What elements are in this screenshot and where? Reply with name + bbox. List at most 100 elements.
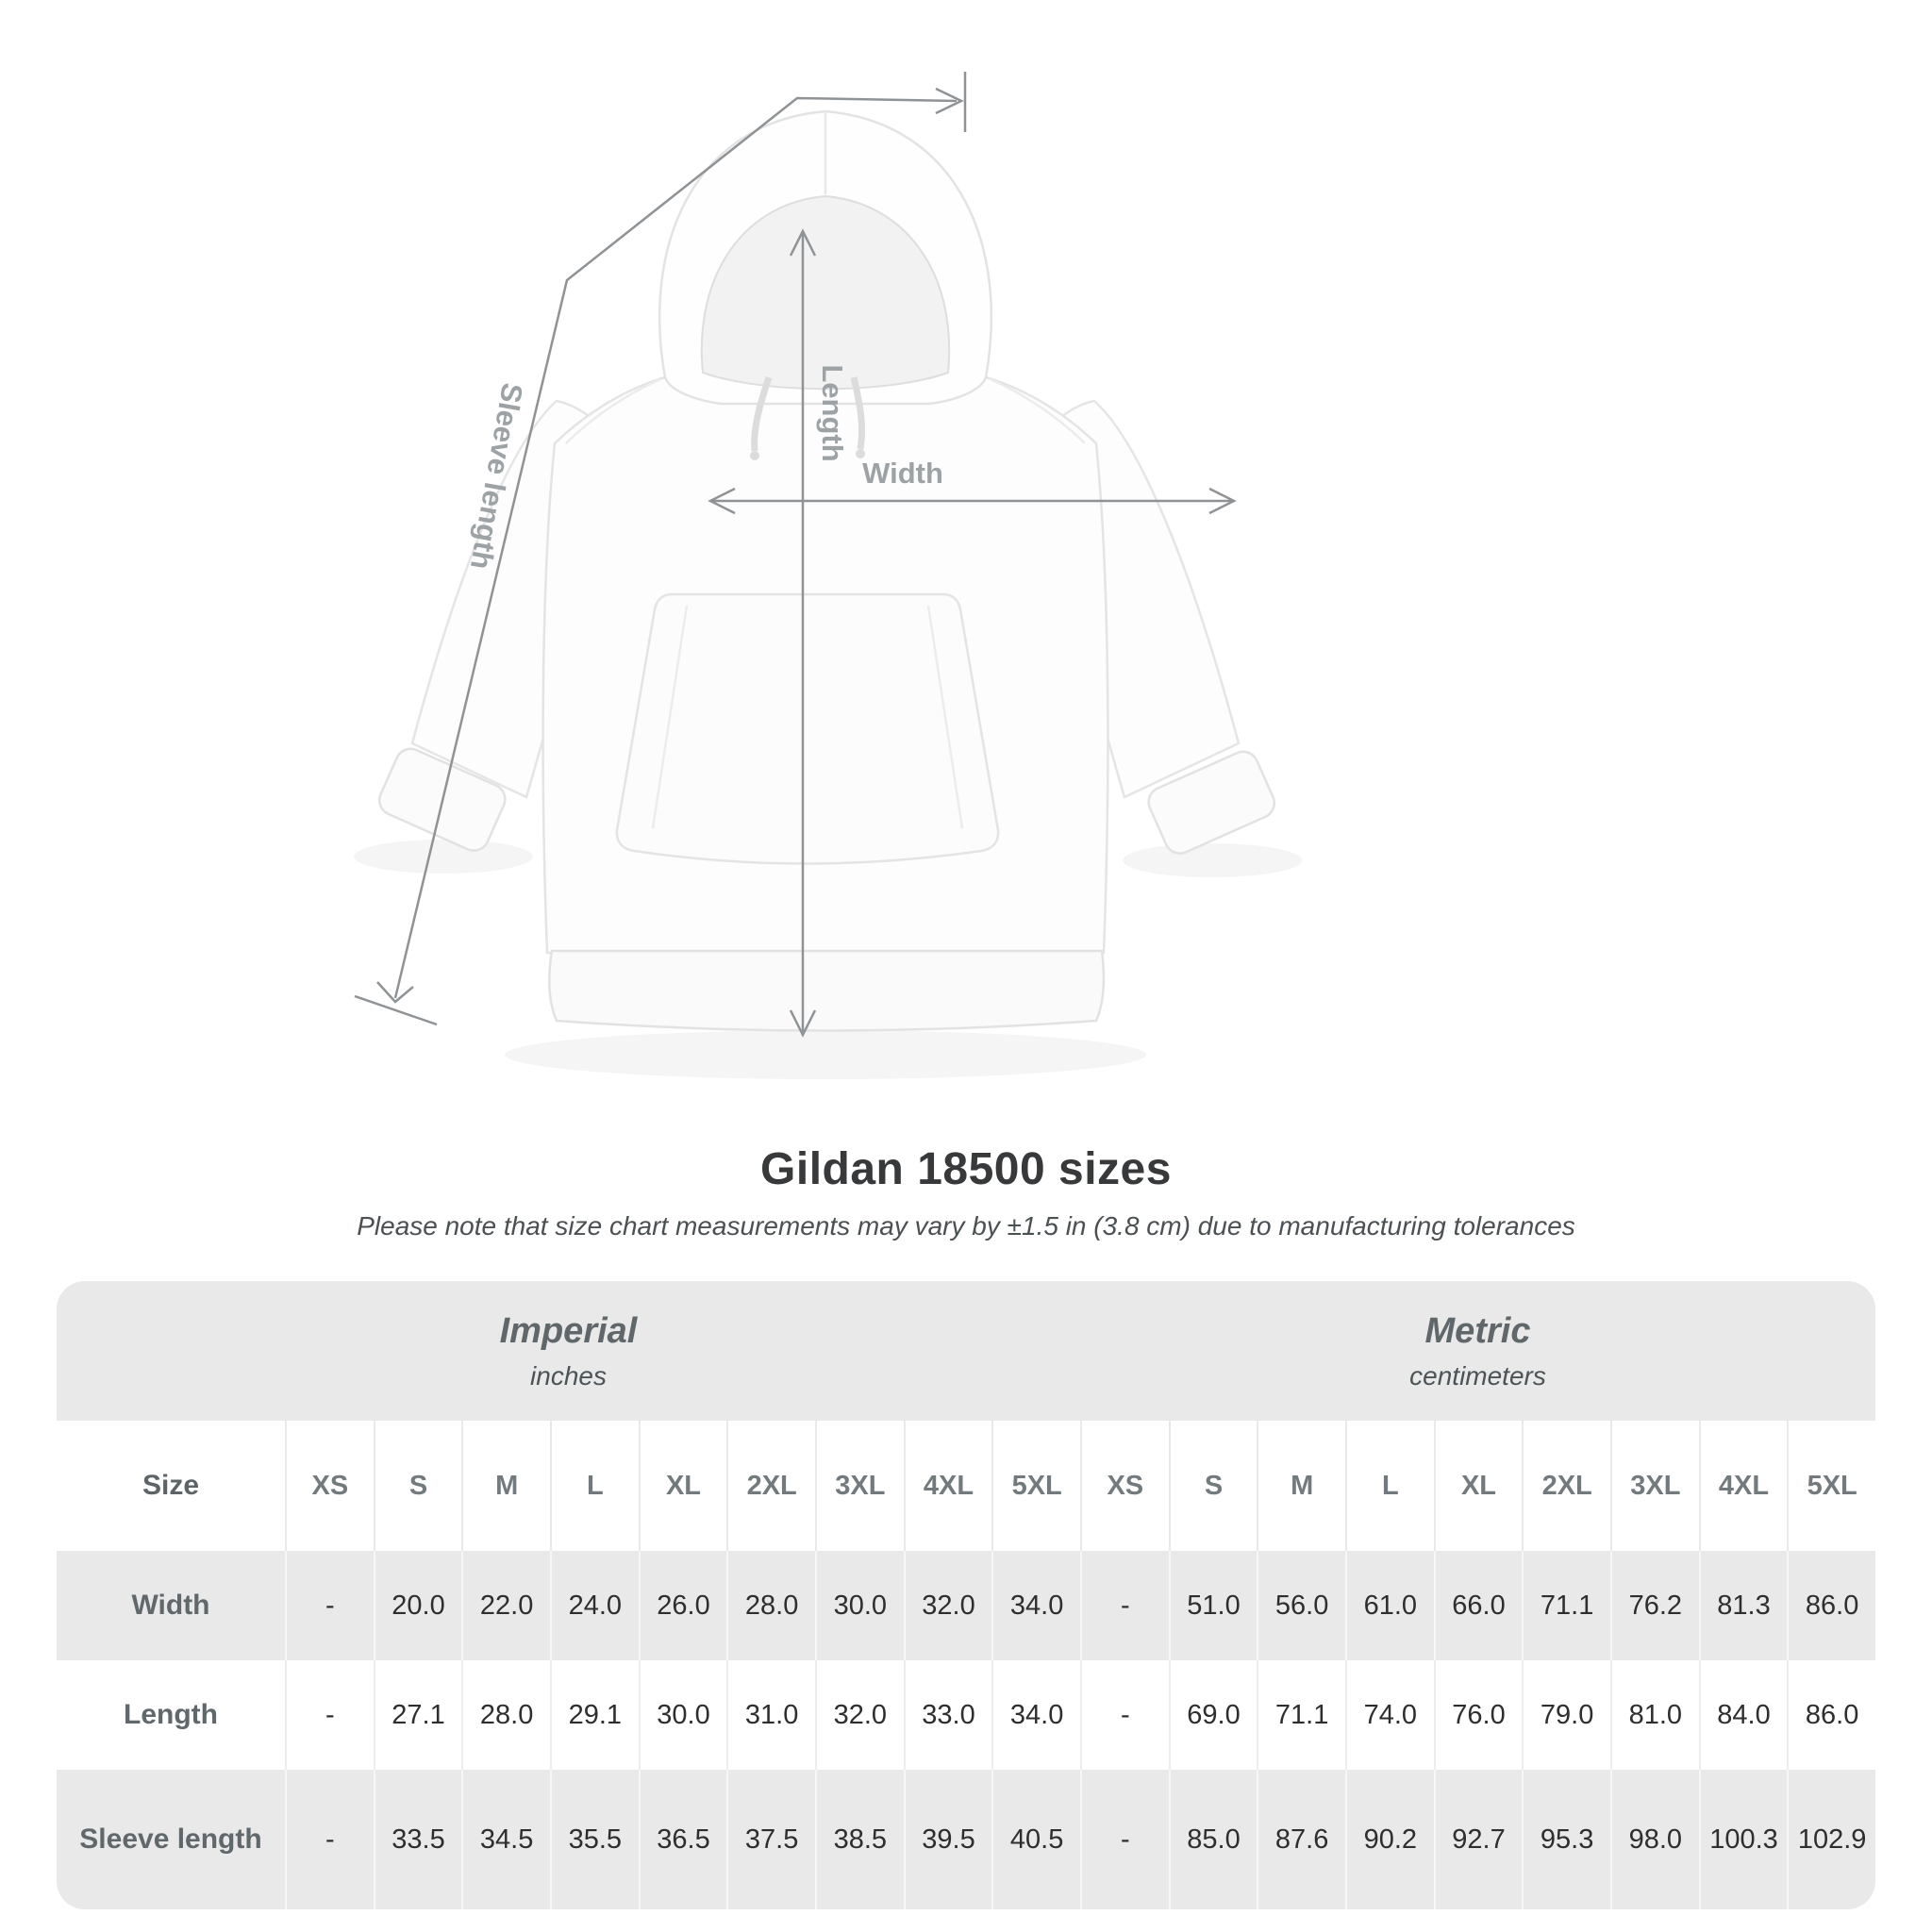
size-header-imperial-xl: XL [638,1421,727,1551]
sleeve-length-arrow [354,72,967,1026]
size-header-metric-xs: XS [1079,1421,1169,1551]
size-table: Imperial inches Metric centimeters Size … [57,1281,1875,1909]
hoodie-seams [565,377,1086,444]
length-imperial-xl: 30.0 [638,1660,727,1770]
sleeve-metric-m: 87.6 [1257,1770,1345,1909]
length-metric-3xl: 81.0 [1609,1660,1699,1770]
sleeve-metric-2xl: 95.3 [1522,1770,1610,1909]
length-imperial-4xl: 33.0 [903,1660,992,1770]
size-header-metric-l: L [1344,1421,1434,1551]
size-header-imperial-m: M [461,1421,550,1551]
width-arrow [708,487,1237,515]
size-header-metric-2xl: 2XL [1522,1421,1610,1551]
hoodie-pocket-seams [651,605,964,829]
page-title: Gildan 18500 sizes [760,1144,1172,1194]
width-metric-5xl: 86.0 [1787,1551,1875,1660]
length-metric-l: 74.0 [1344,1660,1434,1770]
size-header-row: Size XS S M L XL 2XL 3XL 4XL 5XL XS S M … [57,1421,1875,1551]
width-metric-s: 51.0 [1168,1551,1257,1660]
width-imperial-m: 22.0 [461,1551,550,1660]
hoodie-diagram: Length Width Sleeve length [354,72,1302,1079]
length-imperial-l: 29.1 [549,1660,639,1770]
unit-band-row: Imperial inches Metric centimeters [57,1281,1875,1421]
length-metric-m: 71.1 [1257,1660,1345,1770]
table-row-sleeve-length: Sleeve length - 33.5 34.5 35.5 36.5 37.5… [57,1770,1875,1909]
table-row-width: Width - 20.0 22.0 24.0 26.0 28.0 30.0 32… [57,1551,1875,1660]
size-header-imperial-3xl: 3XL [814,1421,904,1551]
sleeve-imperial-m: 34.5 [461,1770,550,1909]
sleeve-metric-s: 85.0 [1168,1770,1257,1909]
width-imperial-xl: 26.0 [638,1551,727,1660]
size-header-metric-4xl: 4XL [1698,1421,1788,1551]
sleeve-metric-xs: - [1079,1770,1169,1909]
metric-unit-label: centimeters [1409,1360,1546,1391]
size-header-metric-3xl: 3XL [1609,1421,1699,1551]
length-label: Length [816,364,849,461]
row-label-width: Width [131,1590,210,1621]
sleeve-metric-5xl: 102.9 [1787,1770,1875,1909]
sleeve-imperial-4xl: 39.5 [903,1770,992,1909]
tolerance-note: Please note that size chart measurements… [357,1211,1575,1241]
table-row-length: Length - 27.1 28.0 29.1 30.0 31.0 32.0 3… [57,1660,1875,1770]
hoodie-hood-opening [700,194,951,391]
width-metric-l: 61.0 [1344,1551,1434,1660]
size-header-imperial-4xl: 4XL [903,1421,992,1551]
length-imperial-m: 28.0 [461,1660,550,1770]
width-metric-2xl: 71.1 [1522,1551,1610,1660]
length-metric-xs: - [1079,1660,1169,1770]
length-metric-4xl: 84.0 [1698,1660,1788,1770]
sleeve-imperial-s: 33.5 [373,1770,462,1909]
size-header-metric-s: S [1168,1421,1257,1551]
width-imperial-s: 20.0 [373,1551,462,1660]
imperial-label: Imperial [499,1310,638,1351]
sleeve-imperial-l: 35.5 [549,1770,639,1909]
hoodie-pocket [615,592,1000,865]
length-metric-2xl: 79.0 [1522,1660,1610,1770]
size-header-metric-5xl: 5XL [1787,1421,1875,1551]
length-imperial-3xl: 32.0 [814,1660,904,1770]
size-header-imperial-5xl: 5XL [991,1421,1080,1551]
size-header-imperial-2xl: 2XL [726,1421,815,1551]
width-label: Width [862,457,943,490]
width-imperial-l: 24.0 [549,1551,639,1660]
width-imperial-2xl: 28.0 [726,1551,815,1660]
hoodie-hem [548,949,1106,1032]
sleeve-metric-l: 90.2 [1344,1770,1434,1909]
width-metric-m: 56.0 [1257,1551,1345,1660]
row-label-sleeve-length: Sleeve length [79,1824,262,1855]
size-header-imperial-xs: XS [285,1421,374,1551]
length-metric-5xl: 86.0 [1787,1660,1875,1770]
size-header-metric-m: M [1257,1421,1345,1551]
width-imperial-4xl: 32.0 [903,1551,992,1660]
width-imperial-xs: - [285,1551,374,1660]
width-imperial-5xl: 34.0 [991,1551,1080,1660]
width-imperial-3xl: 30.0 [814,1551,904,1660]
size-column-header: Size [142,1470,200,1501]
hoodie-drawstrings [750,375,866,460]
sleeve-imperial-3xl: 38.5 [814,1770,904,1909]
metric-label: Metric [1424,1310,1531,1351]
imperial-unit-header: Imperial inches [57,1281,1080,1421]
hoodie-shadow [354,840,1302,1079]
size-header-imperial-l: L [549,1421,639,1551]
sleeve-metric-4xl: 100.3 [1698,1770,1788,1909]
sleeve-imperial-5xl: 40.5 [991,1770,1080,1909]
length-imperial-2xl: 31.0 [726,1660,815,1770]
sleeve-imperial-xl: 36.5 [638,1770,727,1909]
length-imperial-xs: - [285,1660,374,1770]
hoodie-right-cuff [1147,750,1276,855]
length-imperial-5xl: 34.0 [991,1660,1080,1770]
imperial-unit-label: inches [530,1360,607,1391]
length-imperial-s: 27.1 [373,1660,462,1770]
sleeve-imperial-2xl: 37.5 [726,1770,815,1909]
length-arrow [789,228,817,1038]
length-metric-xl: 76.0 [1433,1660,1523,1770]
length-metric-s: 69.0 [1168,1660,1257,1770]
sleeve-metric-3xl: 98.0 [1609,1770,1699,1909]
width-metric-4xl: 81.3 [1698,1551,1788,1660]
width-metric-3xl: 76.2 [1609,1551,1699,1660]
row-label-length: Length [124,1699,218,1730]
sleeve-metric-xl: 92.7 [1433,1770,1523,1909]
size-header-metric-xl: XL [1433,1421,1523,1551]
